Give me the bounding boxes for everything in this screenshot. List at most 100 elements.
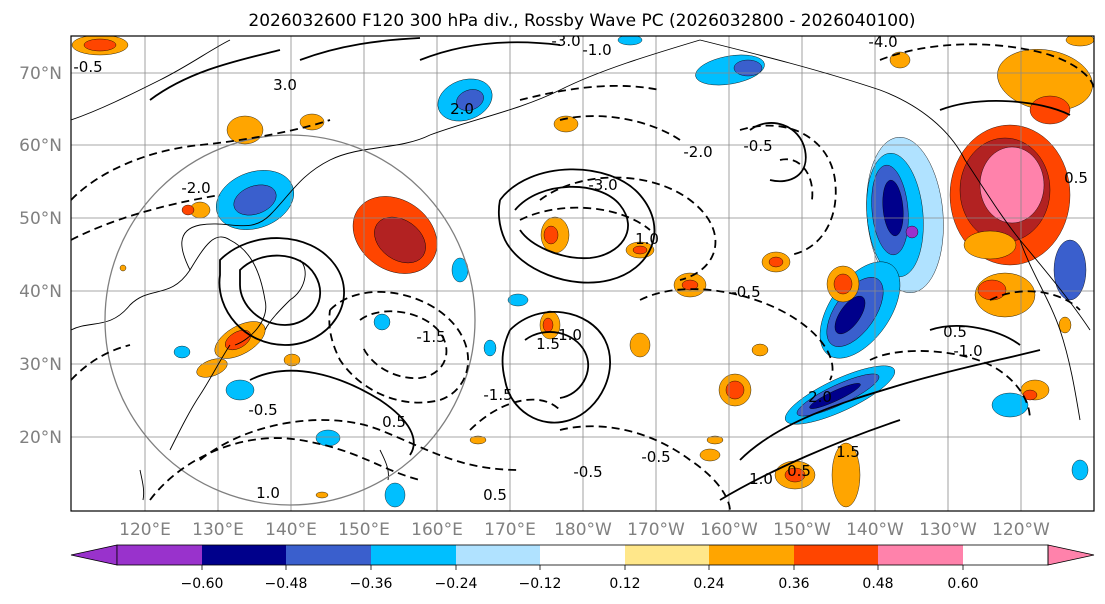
contour-label-positive: 1.5 [536, 335, 560, 353]
divergence-patch [542, 317, 554, 333]
positive-contour [514, 185, 629, 260]
divergence-patch [751, 343, 769, 357]
divergence-patch [833, 273, 853, 295]
colorbar-segment [709, 545, 794, 565]
reference-circle [104, 134, 476, 506]
negative-contour [519, 206, 651, 231]
lat-label: 40°N [19, 282, 62, 302]
lon-label: 130°W [919, 520, 977, 540]
contour-label-negative: -1.5 [416, 328, 445, 346]
graticule [71, 36, 1094, 511]
divergence-patch [119, 264, 127, 272]
contour-label-negative: -1.0 [953, 342, 982, 360]
divergence-patch [725, 380, 745, 400]
negative-contour [71, 119, 331, 201]
contour-label-negative: -0.5 [641, 448, 670, 466]
divergence-patch [733, 59, 763, 77]
divergence-patch [834, 295, 866, 335]
negative-contour [879, 43, 1094, 91]
lon-label: 180°W [554, 520, 612, 540]
lon-label: 120°W [992, 520, 1050, 540]
divergence-patch [225, 379, 255, 401]
positive-contour [939, 100, 1071, 116]
positive-contour [249, 369, 415, 456]
divergence-patch [1053, 239, 1087, 301]
lon-label: 170°W [627, 520, 685, 540]
divergence-patch [373, 313, 391, 331]
colorbar-segment [540, 545, 625, 565]
contour-label-positive: 1.0 [749, 470, 773, 488]
coastline [169, 344, 231, 451]
negative-contour [739, 124, 837, 256]
lon-label: 170°E [484, 520, 536, 540]
positive-contour [419, 41, 561, 61]
divergence-patch [1065, 36, 1094, 47]
negative-contour [71, 194, 221, 241]
map-frame [70, 35, 1095, 512]
divergence-patch [456, 89, 484, 111]
latitude-labels: 70°N 60°N 50°N 40°N 30°N 20°N [19, 64, 62, 448]
lat-label: 30°N [19, 355, 62, 375]
lon-label: 140°E [265, 520, 317, 540]
colorbar-tick-label: −0.36 [350, 576, 393, 592]
divergence-patch [181, 204, 195, 216]
lon-label: 140°W [846, 520, 904, 540]
colorbar-tick-label: 0.60 [947, 576, 978, 592]
positive-contour [149, 49, 281, 101]
lon-label: 160°E [411, 520, 463, 540]
lon-label: 130°E [192, 520, 244, 540]
divergence-patch [963, 230, 1017, 260]
colorbar-frame [116, 544, 1049, 566]
divergence-patch [809, 383, 861, 409]
positive-contour [719, 419, 901, 501]
figure-title: 2026032600 F120 300 hPa div., Rossby Wav… [248, 11, 915, 31]
positive-contour [239, 254, 321, 326]
contour-label-negative: -3.0 [588, 176, 617, 194]
contour-label-positive: 0.5 [943, 323, 967, 341]
positive-contour [501, 310, 611, 424]
colorbar-segment [456, 545, 540, 565]
negative-contour [149, 437, 421, 501]
negative-contour [519, 85, 661, 101]
lat-label: 70°N [19, 64, 62, 84]
divergence-patch [384, 482, 406, 508]
divergence-patch [784, 467, 806, 483]
colorbar-segment [625, 545, 709, 565]
negative-contour [779, 158, 814, 201]
divergence-patch [196, 358, 228, 378]
divergence-patch [374, 216, 426, 264]
contour-label-negative: -0.5 [731, 283, 760, 301]
divergence-patch [979, 146, 1045, 224]
negative-contour [469, 398, 561, 431]
contour-label-negative: -0.5 [248, 401, 277, 419]
divergence-patch [768, 256, 784, 268]
negative-contour [359, 310, 448, 379]
divergence-patch [831, 442, 861, 508]
positive-contour [749, 122, 807, 183]
pc-contours [71, 37, 1094, 511]
contour-label-negative: -0.5 [573, 463, 602, 481]
coastline [181, 134, 431, 271]
divergence-patch [629, 332, 651, 358]
divergence-patch [283, 353, 301, 367]
divergence-patch [1058, 316, 1072, 334]
colorbar-tick-label: −0.60 [181, 576, 224, 592]
negative-contour [199, 419, 521, 471]
lat-label: 50°N [19, 209, 62, 229]
positive-contour [929, 325, 1021, 346]
contour-label-positive: 1.0 [256, 484, 280, 502]
positive-contour [739, 349, 1041, 461]
contour-label-positive: 1.5 [836, 443, 860, 461]
divergence-patch [483, 339, 497, 357]
negative-contour [328, 291, 469, 404]
contour-label-positive: 0.5 [382, 413, 406, 431]
contour-label-negative: -4.0 [868, 33, 897, 51]
colorbar: −0.60 −0.48 −0.36 −0.24 −0.12 0.12 0.24 0.36 0.4… [70, 544, 1095, 592]
coastlines [71, 39, 1091, 501]
divergence-patch [681, 279, 699, 291]
negative-contour [559, 115, 681, 141]
negative-contour [639, 288, 834, 381]
colorbar-segment [286, 545, 371, 565]
colorbar-tick-label: 0.48 [862, 576, 893, 592]
